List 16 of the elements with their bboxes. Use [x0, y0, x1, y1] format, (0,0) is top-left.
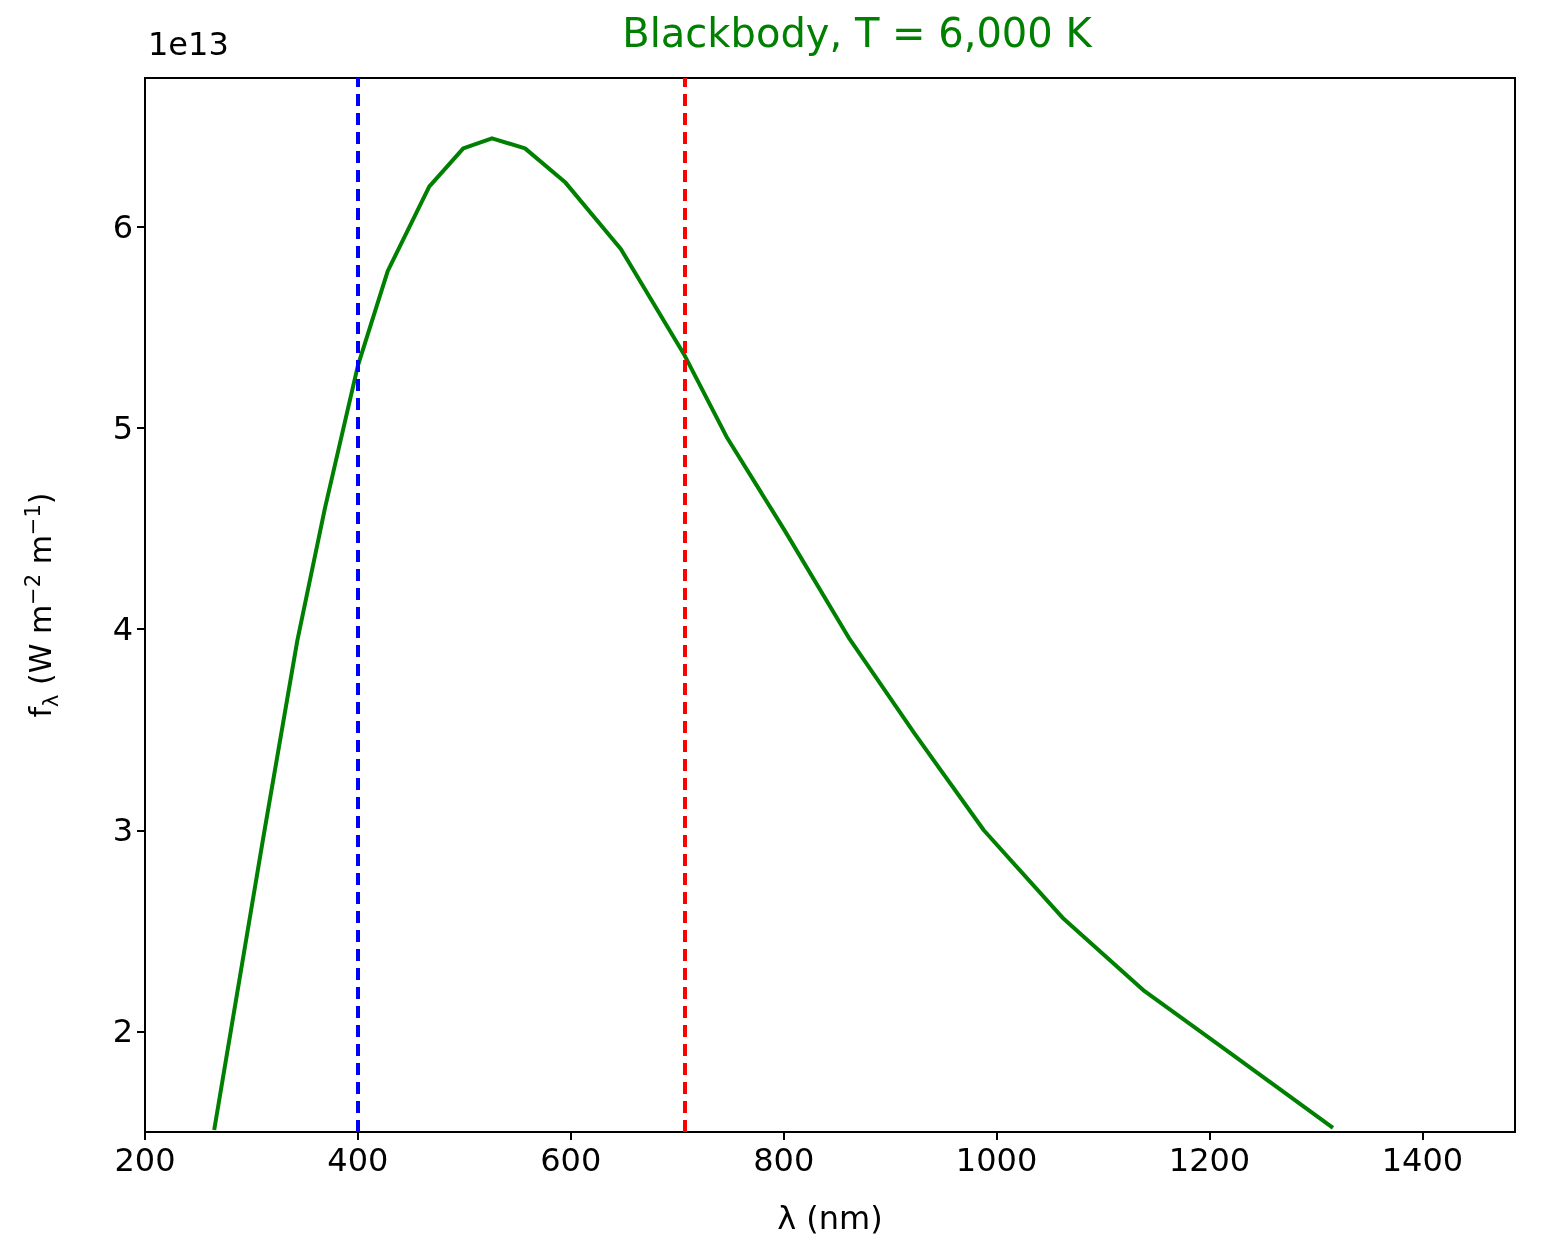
x-tick-label: 1000: [955, 1141, 1038, 1179]
line-series: [212, 136, 1335, 1132]
y-tick-label: 2: [112, 1012, 133, 1051]
chart-title: Blackbody, T = 6,000 K: [622, 10, 1094, 56]
y-tick-label: 6: [112, 207, 133, 246]
x-axis-title: λ (nm): [777, 1199, 883, 1237]
x-tick-label: 1400: [1381, 1141, 1464, 1179]
y-tick-label: 5: [112, 408, 133, 447]
text: 1e13: [148, 25, 229, 63]
y-tick-label: 3: [112, 811, 133, 850]
x-tick-label: 600: [540, 1141, 602, 1179]
y-tick-label: 4: [112, 610, 133, 649]
x-tick-label: 800: [753, 1141, 815, 1179]
x-tick-label: 200: [114, 1141, 176, 1179]
x-tick-label: 1200: [1168, 1141, 1251, 1179]
x-tick-label: 400: [327, 1141, 389, 1179]
